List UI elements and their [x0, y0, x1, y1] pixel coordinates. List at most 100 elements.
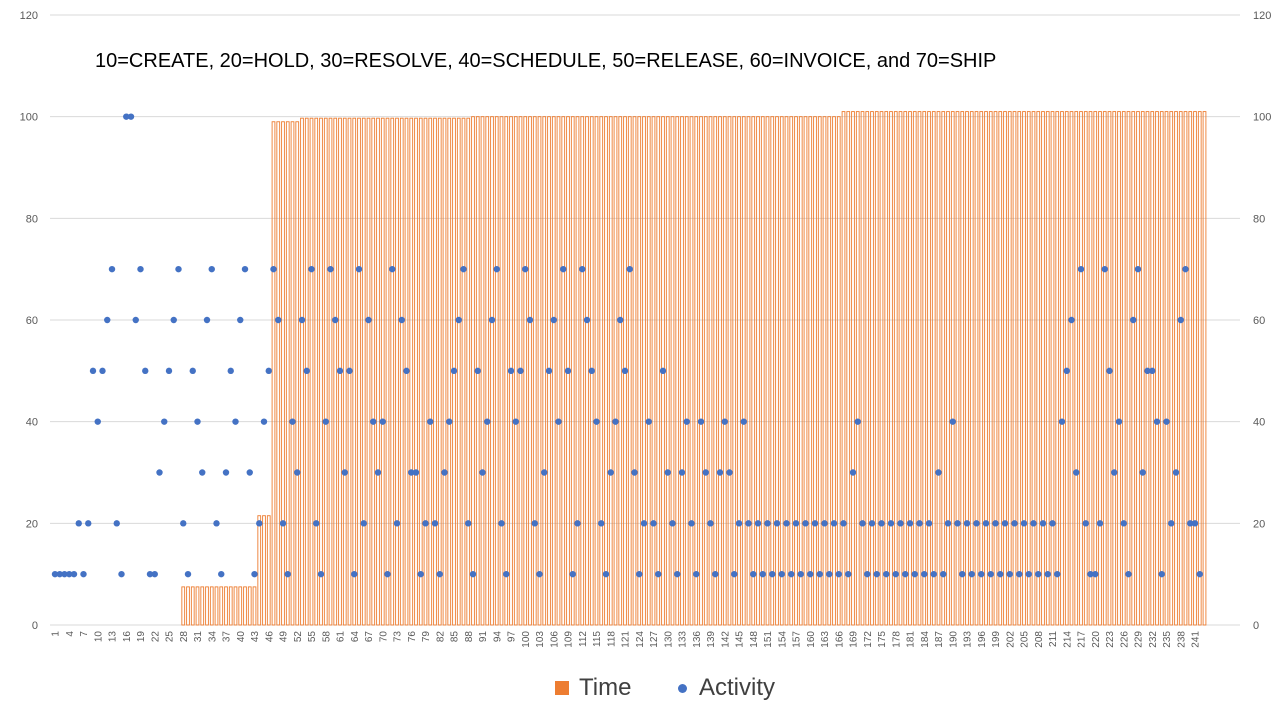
- x-tick-label: 25: [165, 631, 176, 643]
- time-bar: [385, 117, 390, 626]
- activity-point: [621, 367, 629, 375]
- activity-point: [835, 570, 842, 578]
- x-tick-label: 79: [421, 631, 432, 643]
- x-tick-label: 220: [1091, 631, 1102, 648]
- time-bar: [480, 116, 485, 626]
- activity-point: [360, 520, 367, 527]
- time-bar: [537, 116, 542, 626]
- x-tick-label: 214: [1062, 631, 1073, 648]
- activity-point: [507, 367, 515, 375]
- activity-point: [488, 316, 496, 324]
- activity-point: [374, 469, 382, 476]
- time-bar: [969, 111, 974, 626]
- activity-point: [1111, 469, 1118, 476]
- activity-point: [707, 520, 714, 527]
- activity-point: [94, 418, 101, 425]
- x-tick-label: 67: [364, 631, 375, 643]
- activity-point: [897, 520, 904, 527]
- time-bar: [247, 586, 252, 626]
- activity-point: [678, 469, 686, 476]
- time-bar: [214, 586, 219, 626]
- activity-point: [156, 469, 163, 476]
- activity-point: [593, 418, 600, 425]
- activity-point: [655, 570, 662, 578]
- activity-point: [1106, 367, 1113, 375]
- activity-point: [797, 570, 804, 578]
- x-tick-label: 112: [578, 631, 589, 647]
- y-left-tick-label: 0: [32, 620, 38, 632]
- activity-point: [365, 316, 372, 324]
- activity-point: [294, 469, 301, 476]
- activity-point: [351, 570, 358, 578]
- y-left-tick-label: 120: [20, 10, 38, 22]
- x-tick-label: 40: [236, 631, 247, 643]
- activity-point: [1101, 265, 1108, 273]
- x-tick-label: 4: [65, 631, 76, 637]
- activity-point: [503, 570, 510, 578]
- time-bar: [1036, 111, 1041, 626]
- activity-point: [536, 570, 543, 578]
- time-bar: [860, 111, 865, 626]
- time-bar: [361, 117, 366, 626]
- time-bar: [608, 116, 613, 626]
- time-bar: [1183, 111, 1188, 626]
- activity-point: [721, 418, 728, 425]
- activity-point: [1149, 367, 1156, 375]
- activity-point: [1196, 570, 1203, 578]
- activity-point: [289, 418, 296, 425]
- time-bar: [1007, 111, 1012, 626]
- activity-point: [1044, 570, 1051, 578]
- activity-point: [754, 520, 762, 527]
- activity-point: [560, 265, 567, 273]
- activity-point: [1039, 520, 1047, 527]
- time-bar: [1112, 111, 1117, 626]
- activity-point: [778, 570, 785, 578]
- x-tick-label: 43: [250, 631, 261, 643]
- time-bar: [513, 116, 518, 626]
- time-bar: [1074, 111, 1079, 626]
- activity-point: [132, 316, 139, 324]
- time-bar: [238, 586, 243, 626]
- time-bar: [266, 515, 271, 626]
- x-tick-label: 196: [977, 631, 988, 648]
- activity-point: [56, 570, 63, 578]
- x-tick-label: 124: [635, 631, 646, 648]
- time-bar: [627, 116, 632, 626]
- y-right-tick-label: 40: [1253, 417, 1265, 429]
- time-bar: [490, 116, 494, 626]
- time-bar: [352, 117, 357, 626]
- time-bar: [243, 586, 247, 626]
- activity-point: [336, 367, 344, 375]
- activity-point: [446, 418, 453, 425]
- x-tick-label: 127: [649, 631, 660, 648]
- time-bar: [556, 116, 561, 626]
- time-bar: [561, 116, 566, 626]
- activity-point: [1054, 570, 1061, 578]
- activity-point: [921, 570, 928, 578]
- time-bar: [1126, 111, 1131, 626]
- time-bar: [646, 116, 651, 626]
- time-bar: [281, 121, 285, 626]
- legend-item-activity: Activity: [678, 674, 775, 702]
- activity-point: [712, 570, 719, 578]
- time-bar: [699, 116, 703, 626]
- time-bar: [618, 116, 623, 626]
- activity-point: [821, 520, 828, 527]
- activity-point: [807, 570, 814, 578]
- y-left-tick-label: 40: [26, 417, 38, 429]
- activity-point: [51, 570, 59, 578]
- activity-point: [1153, 418, 1161, 425]
- time-bar: [694, 116, 699, 626]
- activity-point: [1139, 469, 1146, 476]
- time-bar: [965, 111, 969, 626]
- time-bar: [433, 117, 437, 626]
- x-tick-label: 217: [1077, 631, 1088, 648]
- time-bar: [1083, 111, 1088, 626]
- x-tick-label: 232: [1148, 631, 1159, 648]
- activity-point: [322, 418, 329, 425]
- time-bar: [224, 586, 228, 626]
- activity-point: [61, 570, 68, 578]
- activity-point: [759, 570, 766, 578]
- activity-point: [868, 520, 876, 527]
- time-bar: [409, 117, 414, 626]
